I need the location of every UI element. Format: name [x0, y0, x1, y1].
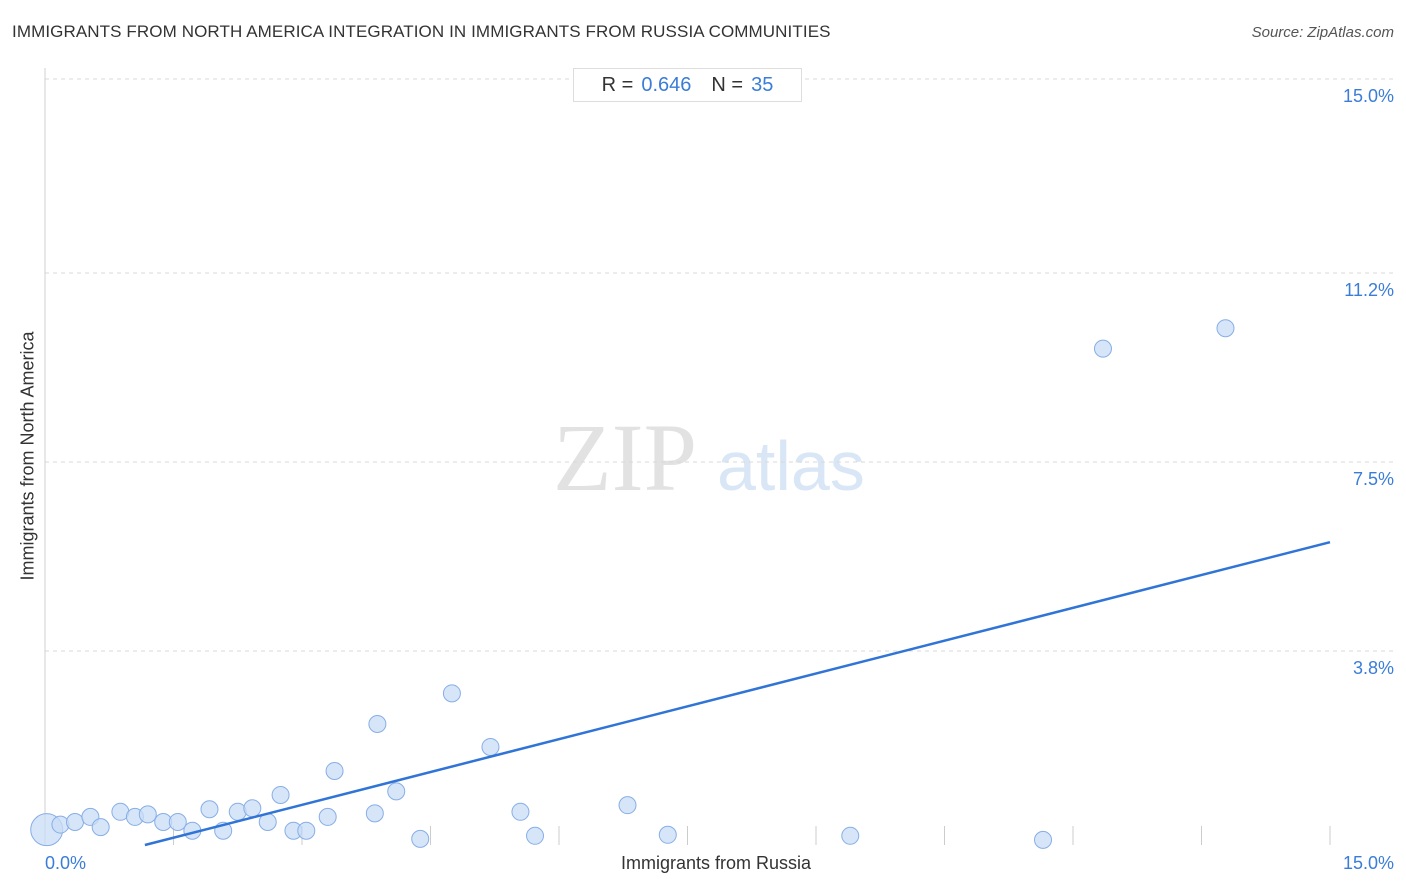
data-point[interactable] [1216, 319, 1235, 338]
data-point[interactable] [526, 826, 545, 845]
data-point[interactable] [1093, 339, 1112, 358]
grid-lines [45, 78, 1395, 652]
data-point[interactable] [511, 802, 530, 821]
data-point[interactable] [387, 782, 406, 801]
data-point[interactable] [168, 813, 187, 832]
x-axis-ticks [173, 826, 1331, 845]
data-point[interactable] [138, 805, 157, 824]
watermark-zip: ZIP [553, 404, 697, 511]
x-tick-label-min: 0.0% [45, 853, 87, 873]
y-axis-label: Immigrants from North America [17, 331, 38, 581]
correlation-stats-box: R = 0.646 N = 35 [573, 68, 802, 102]
watermark: ZIP atlas [553, 404, 865, 511]
data-point[interactable] [65, 813, 84, 832]
y-tick-label: 3.8% [1352, 657, 1394, 678]
data-point[interactable] [368, 714, 387, 733]
x-axis-label: Immigrants from Russia [620, 853, 812, 873]
n-label: N = [711, 73, 744, 96]
data-point[interactable] [442, 684, 461, 703]
watermark-atlas: atlas [717, 427, 865, 505]
data-point[interactable] [1034, 830, 1053, 849]
data-point[interactable] [325, 761, 344, 780]
r-value: 0.646 [641, 73, 692, 96]
data-point[interactable] [618, 796, 637, 815]
x-tick-label-max: 15.0% [1342, 853, 1394, 873]
data-point[interactable] [365, 804, 384, 823]
data-point[interactable] [658, 825, 677, 844]
data-point[interactable] [200, 800, 219, 819]
y-tick-label: 15.0% [1342, 86, 1394, 106]
data-point[interactable] [91, 818, 110, 837]
y-tick-label: 7.5% [1352, 469, 1394, 489]
r-label: R = [601, 73, 634, 96]
data-point[interactable] [243, 799, 262, 818]
data-point[interactable] [271, 785, 290, 804]
data-point[interactable] [411, 829, 430, 848]
source-value[interactable]: ZipAtlas.com [1307, 24, 1394, 41]
y-tick-label: 11.2% [1344, 280, 1394, 301]
trend-line [144, 540, 1331, 847]
data-point[interactable] [841, 826, 860, 845]
data-point[interactable] [297, 821, 316, 840]
data-points [30, 319, 1235, 849]
n-value: 35 [751, 73, 774, 96]
data-point[interactable] [318, 807, 337, 826]
source-label: Source: [1251, 24, 1304, 41]
data-point[interactable] [481, 737, 500, 756]
chart-title: IMMIGRANTS FROM NORTH AMERICA INTEGRATIO… [12, 22, 831, 41]
source-attribution[interactable]: Source: ZipAtlas.com [1252, 24, 1394, 41]
